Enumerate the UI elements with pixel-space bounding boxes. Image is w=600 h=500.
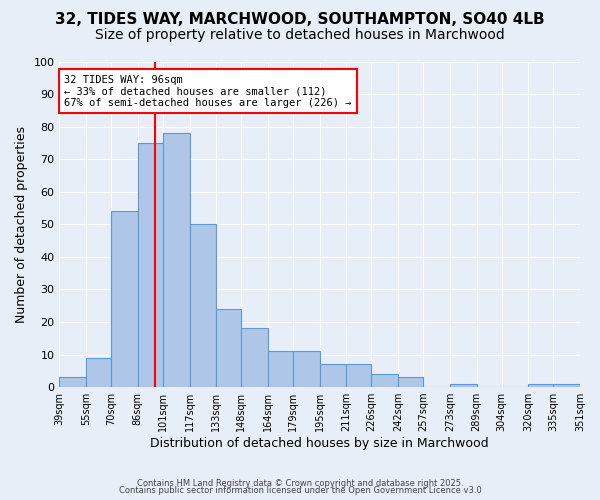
Bar: [320, 364, 346, 387]
Bar: [216, 309, 241, 387]
Bar: [553, 384, 580, 387]
Bar: [59, 378, 86, 387]
Text: Contains HM Land Registry data © Crown copyright and database right 2025.: Contains HM Land Registry data © Crown c…: [137, 478, 463, 488]
Bar: [528, 384, 553, 387]
Bar: [86, 358, 111, 387]
Bar: [111, 212, 138, 387]
Bar: [163, 133, 190, 387]
Text: Size of property relative to detached houses in Marchwood: Size of property relative to detached ho…: [95, 28, 505, 42]
Bar: [450, 384, 476, 387]
Text: 32, TIDES WAY, MARCHWOOD, SOUTHAMPTON, SO40 4LB: 32, TIDES WAY, MARCHWOOD, SOUTHAMPTON, S…: [55, 12, 545, 28]
Text: Contains public sector information licensed under the Open Government Licence v3: Contains public sector information licen…: [119, 486, 481, 495]
Bar: [190, 224, 216, 387]
Bar: [346, 364, 371, 387]
Bar: [241, 328, 268, 387]
X-axis label: Distribution of detached houses by size in Marchwood: Distribution of detached houses by size …: [151, 437, 489, 450]
Bar: [138, 143, 163, 387]
Bar: [268, 352, 293, 387]
Bar: [293, 352, 320, 387]
Text: 32 TIDES WAY: 96sqm
← 33% of detached houses are smaller (112)
67% of semi-detac: 32 TIDES WAY: 96sqm ← 33% of detached ho…: [64, 74, 352, 108]
Bar: [398, 378, 423, 387]
Bar: [371, 374, 398, 387]
Y-axis label: Number of detached properties: Number of detached properties: [15, 126, 28, 323]
